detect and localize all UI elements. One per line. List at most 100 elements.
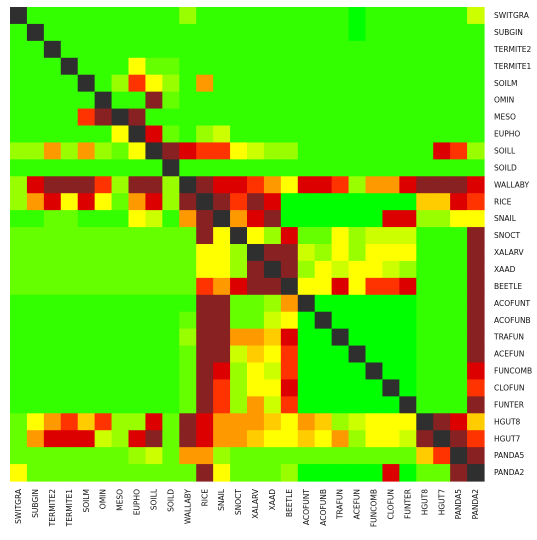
- heatmap-cell: [43, 7, 62, 25]
- heatmap-cell: [297, 125, 316, 144]
- heatmap-cell: [467, 176, 485, 194]
- heatmap-cell: [433, 210, 451, 228]
- heatmap-cell: [467, 7, 485, 25]
- heatmap-cell: [433, 142, 451, 160]
- heatmap-cell: [43, 176, 62, 194]
- heatmap-cell: [26, 244, 45, 262]
- heatmap-cell: [365, 227, 384, 245]
- heatmap-cell: [450, 176, 468, 194]
- heatmap-cell: [314, 345, 333, 364]
- heatmap-cell: [26, 311, 45, 330]
- row-label: RICE: [494, 197, 512, 206]
- row-label: SWITGRA: [494, 11, 530, 20]
- heatmap-cell: [196, 57, 214, 76]
- heatmap-cell: [111, 311, 130, 330]
- heatmap-cell: [145, 396, 163, 414]
- heatmap-cell: [416, 277, 434, 296]
- heatmap-cell: [331, 7, 350, 25]
- heatmap-cell: [77, 159, 96, 177]
- heatmap-cell: [10, 159, 28, 177]
- heatmap-cell: [145, 142, 163, 160]
- heatmap-cell: [213, 193, 231, 211]
- heatmap-cell: [43, 447, 62, 465]
- heatmap-cell: [467, 447, 485, 465]
- heatmap-cell: [128, 244, 147, 262]
- heatmap-cell: [416, 210, 434, 228]
- heatmap-cell: [467, 23, 485, 42]
- heatmap-cell: [433, 7, 451, 25]
- heatmap-cell: [128, 108, 147, 127]
- heatmap-cell: [416, 362, 434, 381]
- heatmap-cell: [433, 74, 451, 93]
- heatmap-cell: [162, 294, 180, 313]
- column-label: SOILD: [166, 489, 175, 512]
- heatmap-cell: [213, 413, 231, 431]
- heatmap-cell: [77, 430, 96, 448]
- heatmap-cell: [94, 379, 113, 397]
- heatmap-cell: [382, 260, 400, 279]
- heatmap-cell: [247, 193, 265, 211]
- heatmap-cell: [230, 464, 248, 482]
- heatmap-cell: [60, 277, 79, 296]
- heatmap-cell: [399, 362, 417, 381]
- heatmap-cell: [60, 159, 79, 177]
- heatmap-cell: [416, 396, 434, 414]
- heatmap-cell: [247, 345, 265, 364]
- heatmap-cell: [111, 142, 130, 160]
- heatmap-cell: [280, 7, 299, 25]
- heatmap-cell: [297, 193, 316, 211]
- heatmap-cell: [111, 464, 130, 482]
- heatmap-cell: [314, 362, 333, 381]
- heatmap-cell: [314, 142, 333, 160]
- heatmap-cell: [331, 396, 350, 414]
- heatmap-cell: [416, 311, 434, 330]
- heatmap-cell: [145, 447, 163, 465]
- heatmap-cell: [43, 379, 62, 397]
- heatmap-cell: [77, 227, 96, 245]
- heatmap-cell: [280, 108, 299, 127]
- heatmap-cell: [382, 362, 400, 381]
- heatmap-cell: [43, 464, 62, 482]
- heatmap-cell: [433, 108, 451, 127]
- heatmap-cell: [331, 260, 350, 279]
- heatmap-cell: [60, 210, 79, 228]
- heatmap-cell: [94, 210, 113, 228]
- heatmap-cell: [382, 294, 400, 313]
- heatmap-cell: [94, 227, 113, 245]
- heatmap-cell: [77, 244, 96, 262]
- heatmap-cell: [331, 57, 350, 76]
- heatmap-cell: [43, 108, 62, 127]
- heatmap-cell: [399, 91, 417, 110]
- heatmap-cell: [196, 227, 214, 245]
- heatmap-cell: [77, 345, 96, 364]
- heatmap-cell: [213, 159, 231, 177]
- heatmap-cell: [94, 74, 113, 93]
- heatmap-cell: [467, 108, 485, 127]
- heatmap-cell: [94, 447, 113, 465]
- heatmap-cell: [365, 379, 384, 397]
- heatmap-cell: [382, 413, 400, 431]
- heatmap-cell: [297, 108, 316, 127]
- heatmap-cell: [365, 91, 384, 110]
- heatmap-cell: [280, 91, 299, 110]
- heatmap-cell: [26, 125, 45, 144]
- heatmap-cell: [128, 328, 147, 347]
- heatmap-cell: [348, 125, 367, 144]
- heatmap-cell: [348, 362, 367, 381]
- heatmap-cell: [247, 464, 265, 482]
- heatmap-cell: [382, 159, 400, 177]
- heatmap-cell: [365, 362, 384, 381]
- heatmap-cell: [297, 311, 316, 330]
- heatmap-cell: [467, 193, 485, 211]
- heatmap-cell: [179, 464, 197, 482]
- heatmap-cell: [399, 244, 417, 262]
- heatmap-cell: [77, 379, 96, 397]
- heatmap-cell: [348, 328, 367, 347]
- heatmap-cell: [433, 294, 451, 313]
- heatmap-cell: [450, 91, 468, 110]
- heatmap-cell: [179, 74, 197, 93]
- heatmap-cell: [77, 108, 96, 127]
- heatmap-cell: [77, 74, 96, 93]
- row-label: TERMITE1: [493, 62, 532, 71]
- heatmap-cell: [280, 57, 299, 76]
